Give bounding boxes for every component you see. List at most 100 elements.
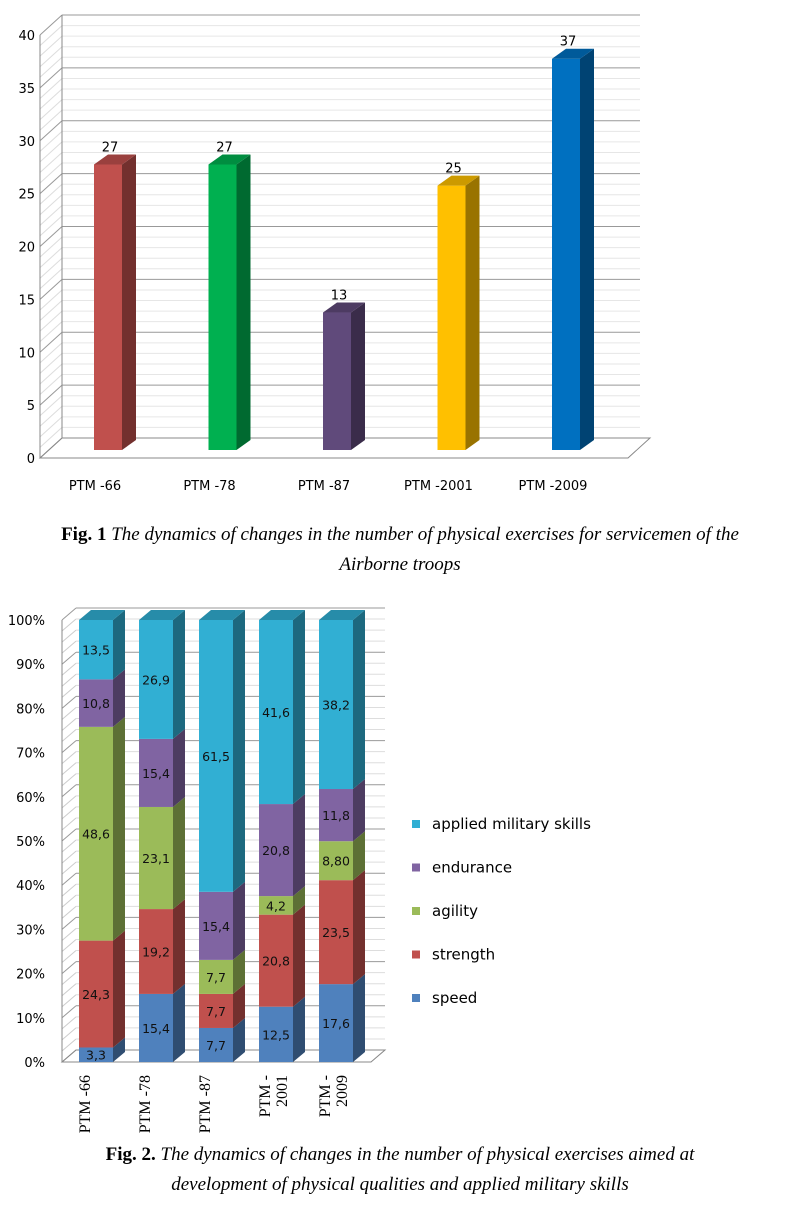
gridline-diag: [61, 894, 77, 908]
gridline-diag: [61, 662, 77, 676]
x-tick-label: PTM -: [257, 1075, 274, 1117]
bar-segment-side: [353, 610, 365, 790]
bar-segment: [199, 1027, 233, 1062]
bar: [94, 164, 122, 450]
chart-2: 0% 10% 20% 30% 40% 50% 60% 70% 80% 90% 100% 3,3 24,3…: [8, 607, 591, 1133]
bar-top: [319, 610, 365, 620]
legend-swatch: [412, 950, 420, 959]
x-tick-label: PTM -2009: [519, 479, 588, 494]
bar-segment-side: [293, 996, 305, 1062]
bar: [208, 164, 237, 450]
bar-top: [79, 610, 125, 620]
bar-top: [323, 302, 365, 313]
gridline-diag: [61, 861, 77, 875]
gridline-diag: [61, 905, 77, 919]
bar-segment: [319, 620, 353, 790]
y-tick-label: 50%: [16, 835, 45, 850]
bar-segment: [259, 620, 293, 805]
bar-segment-side: [233, 949, 245, 994]
data-label: 27: [102, 140, 119, 155]
gridline-diag: [39, 109, 63, 131]
data-label: 38,2: [322, 698, 350, 713]
gridline-diag: [61, 740, 77, 753]
gridline-diag: [61, 640, 77, 654]
data-label: 13,5: [82, 643, 110, 658]
bar-segment: [139, 806, 173, 910]
gridline-diag: [61, 1038, 77, 1052]
bar-segment: [79, 726, 113, 941]
bar-segment: [139, 620, 173, 739]
x-tick-label: 2009: [334, 1075, 351, 1107]
bar-segment-side: [113, 1037, 125, 1062]
data-label: 15,4: [202, 919, 230, 934]
gridline-diag: [61, 939, 77, 952]
bar-segment-side: [293, 610, 305, 805]
bar-segment-side: [353, 831, 365, 881]
bar: [323, 312, 351, 450]
bar-segment-side: [173, 796, 185, 910]
bar-segment-side: [173, 728, 185, 807]
gridline-diag: [61, 651, 77, 665]
bar-segment: [199, 891, 233, 960]
bar-segment-side: [353, 974, 365, 1062]
gridline-diag: [39, 56, 63, 78]
y-tick-label: 20: [18, 241, 35, 256]
gridline-diag: [39, 99, 63, 120]
gridline-diag: [61, 618, 77, 632]
gridline-diag: [39, 310, 63, 332]
data-label: 15,4: [142, 766, 170, 781]
y-tick-label: 90%: [16, 658, 45, 673]
bar-segment-side: [113, 930, 125, 1048]
gridline-diag: [39, 405, 63, 427]
gridline-diag: [39, 257, 63, 279]
gridline-diag: [39, 321, 63, 343]
data-label: 4,2: [266, 898, 286, 913]
data-label: 26,9: [142, 672, 170, 687]
legend-label: endurance: [432, 859, 512, 877]
y-tick-label: 35: [18, 82, 35, 97]
gridline-diag: [61, 751, 77, 765]
gridline-diag: [61, 1016, 77, 1030]
data-label: 7,7: [206, 1004, 226, 1019]
fig1-label: Fig. 1: [61, 524, 107, 545]
bar-segment-side: [293, 794, 305, 897]
bar: [437, 185, 466, 450]
data-label: 20,8: [262, 954, 290, 969]
gridline-diag: [61, 839, 77, 853]
bar-segment: [199, 959, 233, 994]
data-label: 13: [331, 289, 348, 304]
bar-side: [351, 302, 365, 450]
gridline-diag: [61, 1005, 77, 1019]
gridline-diag: [39, 236, 63, 258]
gridline-diag: [39, 363, 63, 385]
bar-segment-side: [113, 669, 125, 727]
data-label: 3,3: [86, 1048, 106, 1063]
y-tick-label: 40: [18, 29, 35, 44]
legend-swatch: [412, 820, 420, 828]
bar-segment-side: [293, 904, 305, 1007]
data-label: 11,8: [322, 808, 350, 823]
y-tick-label: 25: [18, 188, 35, 203]
legend-swatch: [412, 863, 420, 872]
y-tick-label: 20%: [16, 968, 45, 983]
gridline-diag: [61, 773, 77, 787]
gridline-diag: [61, 850, 77, 864]
bar-side: [236, 154, 251, 450]
y-tick-label: 10: [18, 346, 35, 361]
figure-1-caption: Fig. 1 The dynamics of changes in the nu…: [0, 520, 800, 580]
gridline-diag: [61, 718, 77, 731]
legend-swatch: [412, 907, 420, 915]
gridline-diag: [39, 162, 63, 184]
bar-segment: [319, 880, 353, 985]
x-tick-label: PTM -66: [77, 1075, 94, 1133]
gridline-diag: [61, 795, 77, 809]
bar-top: [94, 154, 136, 165]
gridline-diag: [39, 268, 63, 290]
x-tick-label: 2001: [274, 1075, 291, 1107]
gridline-diag: [39, 141, 63, 163]
bar-segment: [199, 620, 233, 892]
gridline-diag: [61, 684, 77, 698]
gridline-diag: [61, 696, 77, 709]
data-label: 12,5: [262, 1027, 290, 1042]
gridline-diag: [39, 279, 63, 300]
